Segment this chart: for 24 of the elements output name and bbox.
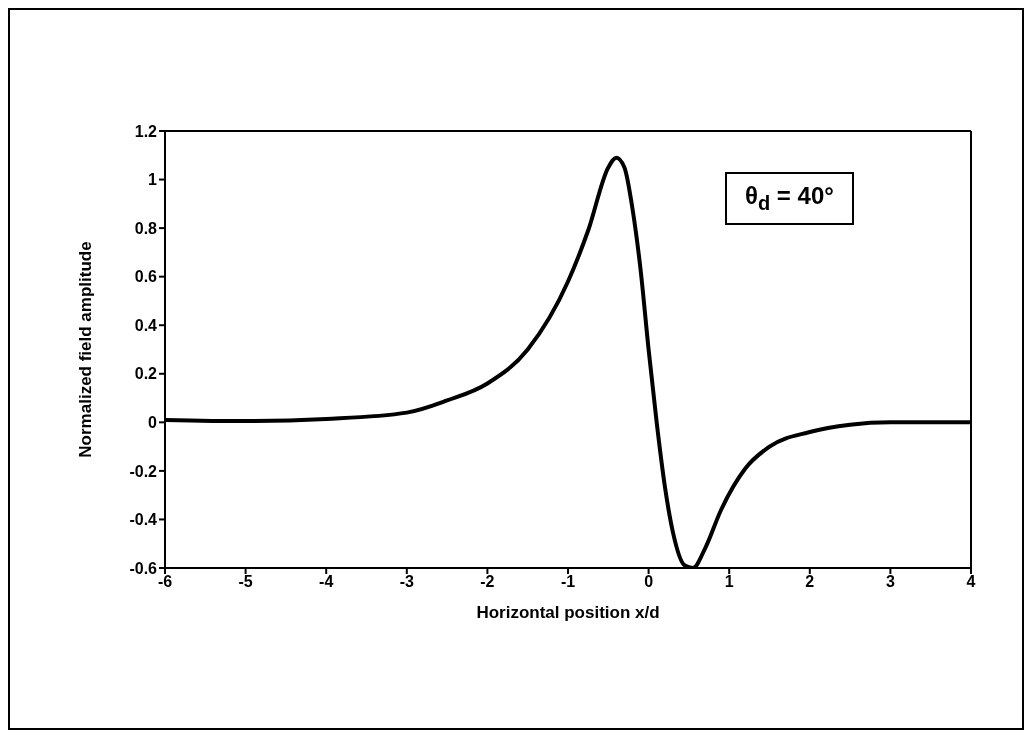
y-tick-label: 0.8	[134, 219, 158, 237]
x-tick-label: 0	[644, 573, 654, 591]
x-tick-label: -6	[157, 573, 173, 591]
annotation: θ$_{d}$ = 40°	[745, 182, 834, 214]
y-axis-title: Normalized field amplitude	[76, 241, 96, 458]
x-tick-label: -4	[319, 573, 334, 591]
x-tick-label: 3	[885, 573, 895, 591]
x-tick-label: 2	[805, 573, 815, 591]
x-tick-label: -3	[399, 573, 415, 591]
y-tick-label: -0.6	[129, 559, 158, 577]
x-tick-label: 1	[724, 573, 734, 591]
y-tick-label: 0.4	[134, 316, 158, 334]
x-tick-label: -1	[560, 573, 576, 591]
x-tick-label: -5	[238, 573, 253, 591]
y-tick-label: 0	[148, 414, 158, 432]
y-tick-label: -0.4	[129, 511, 158, 529]
y-tick-label: 1.2	[134, 122, 158, 140]
x-axis-title: Horizontal position x/d	[476, 603, 660, 622]
y-tick-label: 0.6	[134, 268, 158, 286]
y-tick-label: -0.2	[129, 462, 158, 480]
y-tick-label: 1	[148, 171, 158, 189]
y-tick-label: 0.2	[134, 365, 158, 383]
x-tick-label: -2	[480, 573, 495, 591]
x-tick-label: 4	[966, 573, 976, 591]
